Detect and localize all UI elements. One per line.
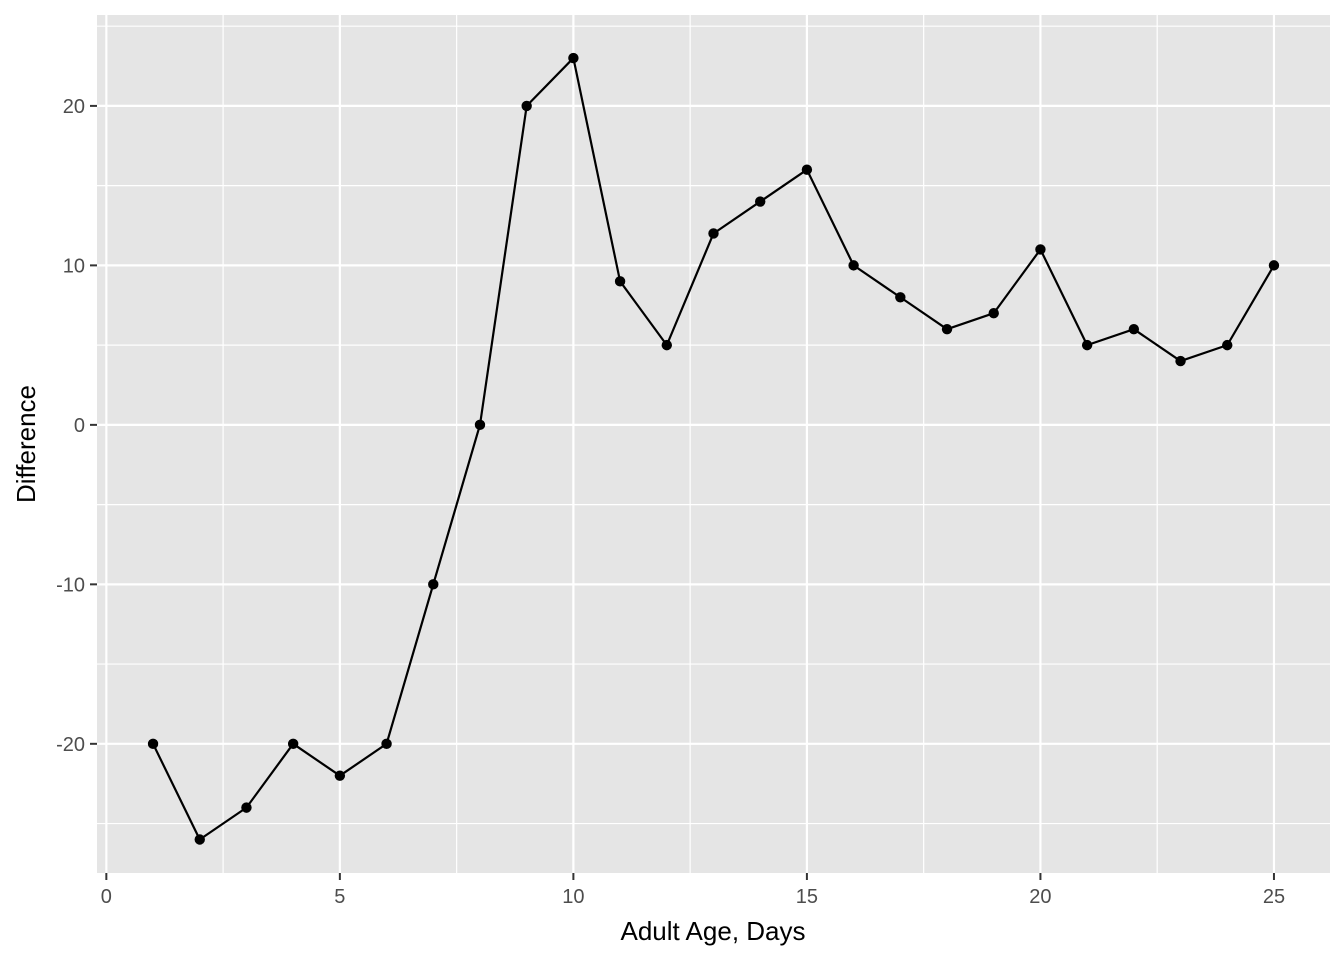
data-series — [147, 52, 1280, 845]
data-point — [428, 579, 439, 590]
y-tick-label: 20 — [63, 96, 85, 118]
y-tick-label: 10 — [63, 255, 85, 277]
data-point — [1081, 339, 1093, 351]
data-point — [1222, 339, 1233, 351]
data-point — [661, 339, 672, 351]
data-point — [895, 292, 906, 303]
data-point — [848, 260, 859, 271]
data-point — [241, 802, 252, 813]
data-point — [521, 100, 532, 112]
data-point — [287, 738, 299, 750]
data-point — [614, 276, 626, 287]
x-tick-label: 5 — [334, 886, 345, 908]
grid-minor — [97, 15, 1330, 873]
x-tick-label: 10 — [562, 886, 584, 908]
x-tick-label: 15 — [796, 886, 818, 908]
y-tick-label: -10 — [56, 574, 85, 596]
x-tick-label: 20 — [1029, 886, 1051, 908]
data-point — [1035, 244, 1046, 255]
y-axis: -20 -10 0 10 20 — [56, 96, 97, 756]
data-point — [194, 834, 205, 845]
data-point — [941, 323, 953, 335]
data-point — [381, 738, 392, 750]
x-axis: 0 5 10 15 20 25 — [101, 873, 1285, 908]
y-tick-label: 0 — [74, 415, 85, 437]
data-point — [1175, 355, 1186, 367]
y-axis-title: Difference — [11, 385, 41, 503]
grid-major — [97, 15, 1330, 873]
y-tick-label: -20 — [56, 734, 85, 756]
data-point — [1128, 323, 1140, 335]
data-point — [801, 164, 813, 175]
plot-panel — [97, 15, 1330, 873]
x-tick-label: 25 — [1263, 886, 1285, 908]
x-axis-title: Adult Age, Days — [621, 916, 806, 946]
data-point — [1268, 260, 1280, 271]
data-point — [988, 308, 999, 319]
data-point — [708, 228, 719, 239]
data-point — [334, 770, 346, 781]
data-point — [568, 52, 579, 64]
x-tick-label: 0 — [101, 886, 112, 908]
data-point — [147, 738, 159, 750]
data-point — [755, 196, 766, 207]
data-point — [474, 419, 486, 431]
